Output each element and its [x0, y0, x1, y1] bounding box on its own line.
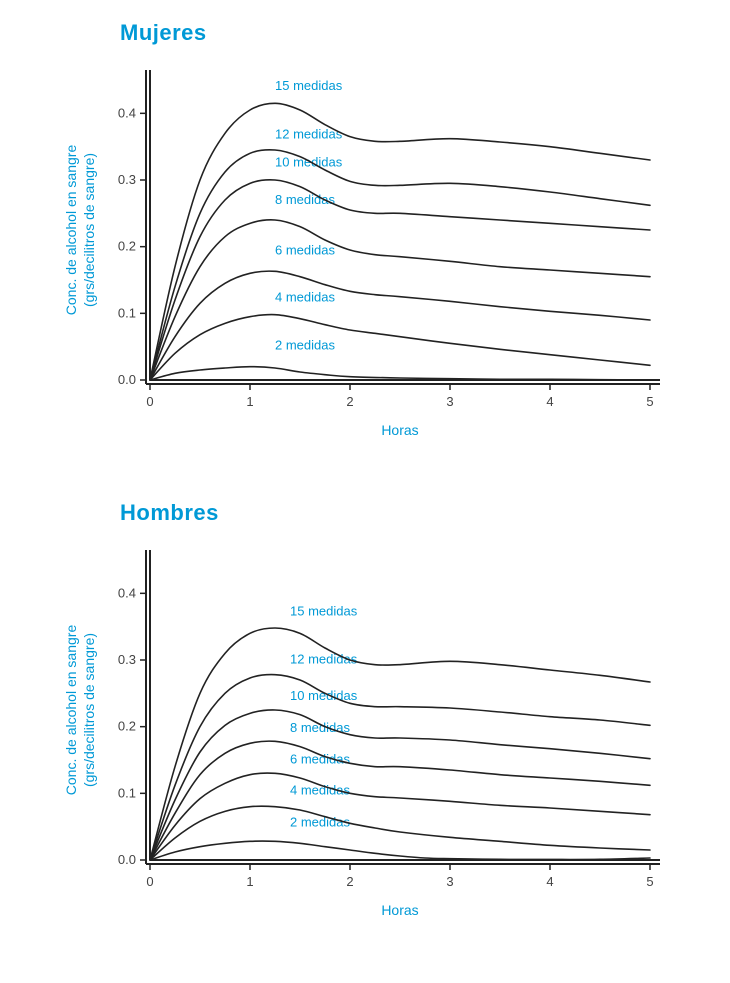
x-tick-label: 3	[446, 874, 453, 889]
y-tick-label: 0.4	[118, 585, 136, 600]
x-tick-label: 2	[346, 874, 353, 889]
y-axis-label-line1: Conc. de alcohol en sangre	[63, 145, 79, 316]
x-tick-label: 4	[546, 874, 553, 889]
y-axis-label-line2: (grs/decilitros de sangre)	[81, 633, 97, 787]
x-tick-label: 0	[146, 394, 153, 409]
y-tick-label: 0.4	[118, 105, 136, 120]
series-label: 2 medidas	[290, 815, 350, 830]
series-label: 15 medidas	[290, 603, 358, 618]
chart-panel-hombres: Hombres 0.0 0.1 0.2 0.3 0.4 0 1 2 3 4 5 Horas Conc. …	[30, 500, 690, 940]
y-axis-label-group: Conc. de alcohol en sangre(grs/decilitro…	[63, 145, 97, 316]
series-curve	[150, 150, 650, 380]
y-tick-label: 0.0	[118, 372, 136, 387]
page: Mujeres 0.0 0.1 0.2 0.3 0.4 0 1 2 3 4 5 Horas Conc. …	[0, 0, 730, 983]
y-tick-label: 0.2	[118, 239, 136, 254]
x-tick-label: 2	[346, 394, 353, 409]
chart-svg: 0.0 0.1 0.2 0.3 0.4 0 1 2 3 4 5 Horas Conc. de alcoh…	[30, 500, 690, 940]
x-tick-label: 5	[646, 874, 653, 889]
chart-title: Hombres	[120, 500, 219, 526]
y-tick-label: 0.3	[118, 652, 136, 667]
series-curve	[150, 315, 650, 380]
y-tick-label: 0.2	[118, 719, 136, 734]
series-curve	[150, 710, 650, 860]
series-curve	[150, 741, 650, 860]
chart-svg: 0.0 0.1 0.2 0.3 0.4 0 1 2 3 4 5 Horas Conc. de alcoh…	[30, 20, 690, 460]
series-label: 6 medidas	[275, 243, 335, 258]
y-axis-label-line1: Conc. de alcohol en sangre	[63, 625, 79, 796]
series-label: 10 medidas	[290, 688, 358, 703]
series-curve	[150, 628, 650, 860]
x-tick-label: 4	[546, 394, 553, 409]
series-label: 10 medidas	[275, 155, 343, 170]
x-tick-label: 5	[646, 394, 653, 409]
x-tick-label: 0	[146, 874, 153, 889]
series-curve	[150, 103, 650, 380]
y-tick-label: 0.3	[118, 172, 136, 187]
series-curve	[150, 806, 650, 860]
x-axis-label: Horas	[381, 422, 418, 438]
y-axis-label-line2: (grs/decilitros de sangre)	[81, 153, 97, 307]
series-label: 4 medidas	[275, 289, 335, 304]
x-tick-label: 1	[246, 874, 253, 889]
series-curve	[150, 271, 650, 380]
chart-panel-mujeres: Mujeres 0.0 0.1 0.2 0.3 0.4 0 1 2 3 4 5 Horas Conc. …	[30, 20, 690, 460]
x-axis-label: Horas	[381, 902, 418, 918]
y-tick-label: 0.1	[118, 785, 136, 800]
series-label: 8 medidas	[275, 192, 335, 207]
x-tick-label: 1	[246, 394, 253, 409]
chart-title: Mujeres	[120, 20, 207, 46]
series-label: 2 medidas	[275, 337, 335, 352]
series-curve	[150, 367, 650, 380]
y-tick-label: 0.0	[118, 852, 136, 867]
series-label: 15 medidas	[275, 78, 343, 93]
x-tick-label: 3	[446, 394, 453, 409]
series-label: 6 medidas	[290, 751, 350, 766]
series-curve	[150, 220, 650, 380]
y-axis-label-group: Conc. de alcohol en sangre(grs/decilitro…	[63, 625, 97, 796]
series-curve	[150, 841, 650, 860]
series-curve	[150, 180, 650, 380]
y-tick-label: 0.1	[118, 305, 136, 320]
